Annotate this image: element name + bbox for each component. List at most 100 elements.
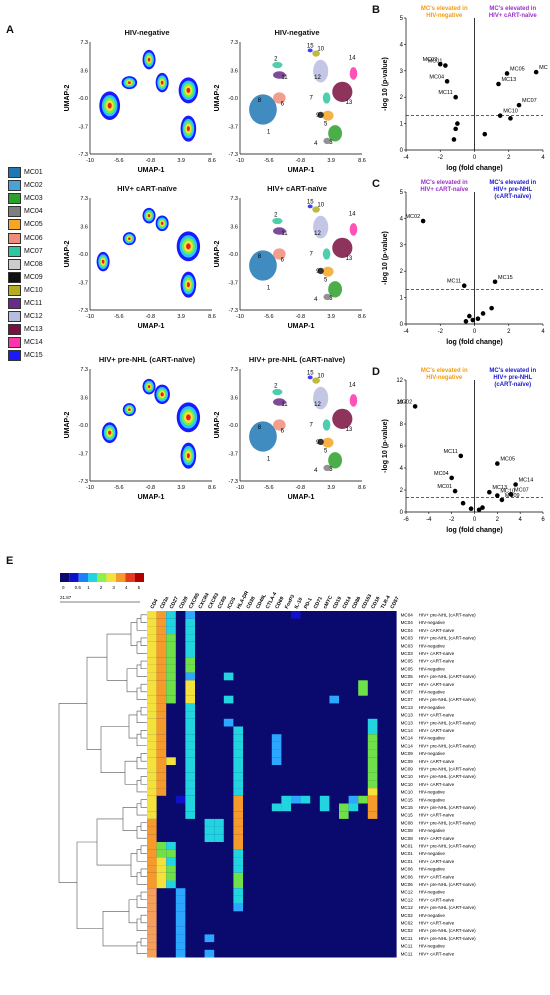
row-label-mc: MC03 <box>401 643 414 648</box>
legend-label: MC08 <box>24 260 43 268</box>
heatmap-cell <box>185 772 195 781</box>
heatmap-cell <box>156 634 167 642</box>
data-point <box>513 482 518 487</box>
cluster-number: 14 <box>349 212 356 218</box>
row-label-mc: MC12 <box>401 905 414 910</box>
heatmap-cell <box>233 826 243 835</box>
legend-label: MC14 <box>24 339 43 347</box>
y-tick-label: -0.0 <box>79 423 88 429</box>
heatmap-cell <box>185 672 195 681</box>
cluster-blob <box>322 248 331 260</box>
row-label-group: HIV+ pre-NHL (cART-naïve) <box>419 743 477 748</box>
data-point <box>467 313 472 319</box>
heatmap-cell <box>156 672 167 681</box>
heatmap-cell <box>233 872 243 881</box>
heatmap-cell <box>166 626 176 635</box>
cluster-number: 12 <box>314 231 321 237</box>
row-label-group: HIV+ pre-NHL (cART-naïve) <box>419 936 477 941</box>
heatmap-cell <box>166 618 176 627</box>
cluster-blob <box>349 67 358 80</box>
density-blob <box>186 453 190 459</box>
heatmap-cell <box>147 765 157 773</box>
heatmap-cell <box>147 903 157 912</box>
row-label-group: HIV-negative <box>419 913 446 918</box>
heatmap-cell <box>367 780 378 789</box>
row-label-group: HIV-negative <box>419 790 446 795</box>
cluster-number: 9 <box>316 113 320 119</box>
legend-label: MC04 <box>24 208 43 216</box>
column-label: CD38 <box>245 596 256 610</box>
row-label-mc: MC06 <box>401 874 414 879</box>
heatmap-cell <box>367 749 378 758</box>
column-label: CD28 <box>178 596 189 610</box>
heatmap-cell <box>185 680 195 688</box>
row-label-mc: MC11 <box>401 936 413 941</box>
point-label: MC14 <box>519 478 534 484</box>
cluster-number: 6 <box>281 258 285 264</box>
x-tick-label: -0.8 <box>296 314 305 320</box>
cluster-blob <box>322 92 331 104</box>
cluster-number: 2 <box>274 383 278 389</box>
row-label-group: HIV+ pre-NHL (cART-naïve) <box>419 636 477 641</box>
cluster-blob <box>323 137 332 145</box>
data-point <box>452 488 458 494</box>
heatmap-cell <box>204 818 215 827</box>
legend-swatch <box>8 297 21 309</box>
data-point <box>458 453 464 459</box>
density-blob <box>128 408 131 411</box>
cluster-number: 4 <box>314 468 318 474</box>
heatmap-cell <box>223 672 234 681</box>
column-label: CD57 <box>389 596 400 610</box>
volcano-header: HIV+ cART-naïve <box>489 13 538 19</box>
density-blob <box>186 126 190 132</box>
heatmap-cell <box>156 849 167 858</box>
cluster-number: 6 <box>281 429 285 435</box>
y-tick-label: -7.3 <box>229 479 238 485</box>
colorbar-label: 2 <box>100 585 103 590</box>
x-tick-label: -5.6 <box>264 485 273 491</box>
cluster-blob <box>272 61 283 69</box>
y-tick-label: -3.7 <box>229 451 238 457</box>
heatmap-cell <box>185 611 195 619</box>
data-point <box>516 102 522 108</box>
colorbar-label: 3 <box>112 585 115 590</box>
row-label-group: HIV-negative <box>419 751 446 756</box>
cluster-number: 8 <box>258 254 262 260</box>
legend-label: MC11 <box>24 299 43 307</box>
legend-item: MC06 <box>8 231 43 244</box>
data-point <box>470 317 476 323</box>
heatmap-cell <box>185 795 195 804</box>
heatmap-cell <box>233 895 243 904</box>
heatmap-cell <box>156 749 167 758</box>
cluster-blob <box>273 71 286 79</box>
legend-label: MC03 <box>24 195 43 203</box>
heatmap-cell <box>156 842 167 850</box>
legend-label: MC07 <box>24 247 43 255</box>
heatmap-cell <box>166 649 176 658</box>
y-axis-label: UMAP-2 <box>214 84 221 111</box>
heatmap-cell <box>175 942 186 950</box>
y-tick-label: -7.3 <box>79 479 88 485</box>
legend-swatch <box>8 311 21 323</box>
x-axis-label: UMAP-1 <box>288 323 315 330</box>
point-label: MC07 <box>514 487 529 493</box>
x-tick-label: 2 <box>507 329 511 335</box>
row-label-mc: MC15 <box>401 797 414 802</box>
legend-label: MC05 <box>24 221 43 229</box>
heatmap-cell <box>147 857 157 866</box>
cluster-blob <box>249 94 277 125</box>
heatmap-cell <box>156 741 167 750</box>
umap-plot: -10 -5.6 -0.8 3.9 8.6 7.3 3.6 -0.0 -3.7 -7.3 UMAP-… <box>64 367 216 501</box>
colorbar-cell <box>116 573 126 582</box>
data-point <box>468 506 474 511</box>
x-tick-label: 4 <box>541 155 545 161</box>
legend-label: MC02 <box>24 182 43 190</box>
y-tick-label: 8 <box>400 422 404 428</box>
row-label-mc: MC07 <box>401 697 414 702</box>
x-tick-label: -10 <box>236 485 244 491</box>
density-blob <box>160 221 164 225</box>
y-tick-label: 5 <box>400 190 404 196</box>
heatmap-cell <box>147 772 157 781</box>
x-tick-label: 3.9 <box>177 158 185 164</box>
heatmap-cell <box>147 911 157 919</box>
